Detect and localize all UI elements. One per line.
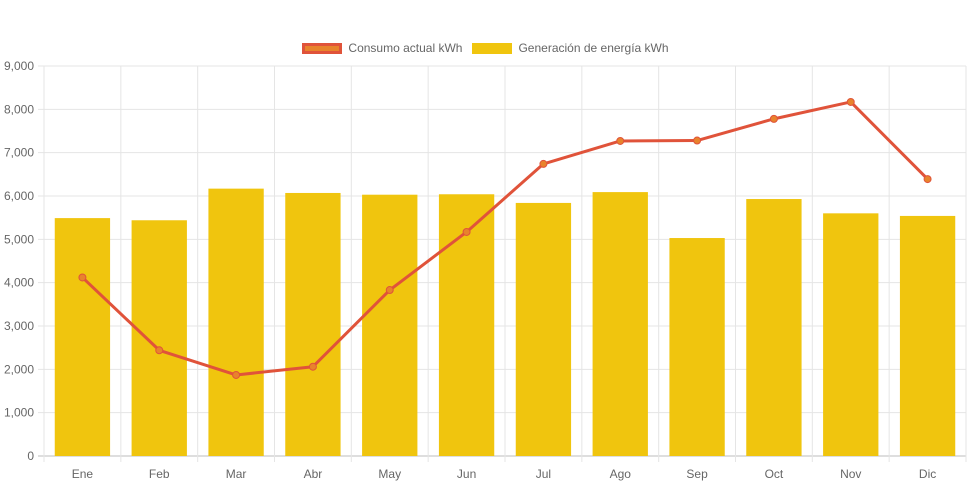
bar-generacion: [208, 188, 264, 456]
y-tick-label: 1,000: [4, 406, 34, 420]
point-consumo: [308, 362, 317, 371]
legend-label-consumo: Consumo actual kWh: [348, 41, 463, 55]
bar-generacion: [515, 202, 572, 456]
x-tick-label: Oct: [765, 467, 784, 481]
bar-generacion: [362, 194, 418, 456]
y-tick-label: 4,000: [4, 276, 34, 290]
x-tick-label: Jul: [536, 467, 551, 481]
bar-generacion: [899, 215, 956, 456]
point-consumo: [693, 136, 702, 145]
y-tick-label: 0: [27, 449, 34, 463]
x-tick-label: Ene: [72, 467, 94, 481]
bar-generacion: [669, 238, 725, 456]
x-tick-label: Sep: [686, 467, 708, 481]
point-consumo: [232, 370, 241, 379]
point-consumo: [923, 175, 932, 184]
y-tick-label: 6,000: [4, 189, 34, 203]
legend-swatch-generacion: [472, 42, 513, 54]
y-tick-label: 8,000: [4, 102, 34, 116]
line-consumo: [81, 100, 929, 377]
legend: Consumo actual kWh Generación de energía…: [0, 41, 971, 55]
x-tick-label: Feb: [149, 467, 170, 481]
bar-generacion: [746, 199, 802, 457]
point-consumo: [539, 159, 548, 168]
x-tick-label: Jun: [457, 467, 476, 481]
x-tick-label: May: [378, 467, 401, 481]
y-tick-label: 2,000: [4, 362, 34, 376]
x-tick-label: Dic: [919, 467, 936, 481]
legend-label-generacion: Generación de energía kWh: [518, 41, 669, 55]
bar-generacion: [823, 213, 879, 456]
y-tick-label: 3,000: [4, 319, 34, 333]
x-tick-label: Nov: [840, 467, 861, 481]
x-tick-label: Ago: [610, 467, 632, 481]
point-consumo: [78, 273, 87, 282]
legend-swatch-consumo: [302, 42, 343, 54]
point-consumo: [616, 136, 625, 145]
x-tick-label: Abr: [304, 467, 323, 481]
legend-item-generacion[interactable]: Generación de energía kWh: [472, 41, 669, 55]
y-tick-label: 5,000: [4, 232, 34, 246]
bar-generacion: [592, 192, 648, 456]
bar-generacion: [438, 194, 495, 456]
y-tick-label: 7,000: [4, 146, 34, 160]
bar-generacion: [285, 192, 341, 456]
point-consumo: [462, 227, 471, 236]
point-consumo: [155, 346, 164, 355]
point-consumo: [846, 97, 855, 106]
bar-generacion: [131, 220, 187, 456]
x-tick-label: Mar: [226, 467, 247, 481]
legend-item-consumo[interactable]: Consumo actual kWh: [302, 41, 462, 55]
point-consumo: [769, 114, 778, 123]
y-tick-label: 9,000: [4, 59, 34, 73]
bar-generacion: [54, 218, 111, 456]
point-consumo: [385, 286, 394, 295]
